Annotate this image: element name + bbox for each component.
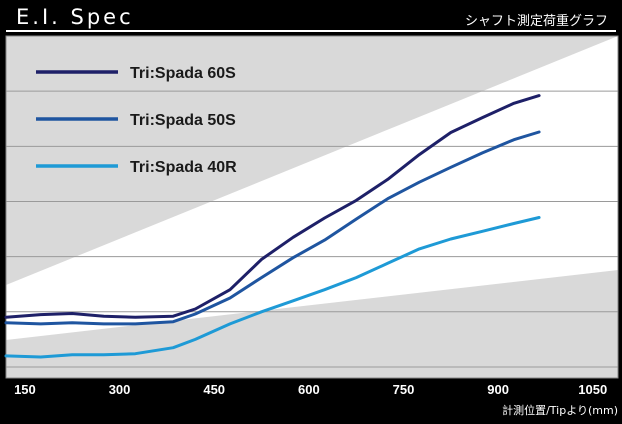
background-band-upper	[6, 36, 618, 285]
legend-label-3: Tri:Spada 40R	[130, 159, 237, 176]
x-tick-label: 600	[298, 382, 320, 397]
series-line-tri-spada-60s	[4, 94, 541, 319]
chart-subtitle: シャフト測定荷重グラフ	[464, 14, 608, 29]
x-tick-label: 1050	[578, 382, 607, 397]
legend-label-1: Tri:Spada 60S	[130, 65, 236, 82]
header-divider	[6, 30, 616, 32]
x-tick-label: 300	[109, 382, 131, 397]
chart-title: E.I. Spec	[16, 5, 134, 29]
plot-frame	[5, 35, 619, 379]
x-tick-label: 450	[203, 382, 225, 397]
x-tick-label: 750	[393, 382, 415, 397]
legend-label-2: Tri:Spada 50S	[130, 112, 236, 129]
x-axis-label: 計測位置/Tipより(mm)	[502, 404, 618, 417]
series-line-tri-spada-50s	[4, 130, 541, 326]
x-tick-label: 900	[487, 382, 509, 397]
chart-header: E.I. Spec シャフト測定荷重グラフ	[0, 0, 622, 34]
series-line-tri-spada-40r	[4, 216, 541, 359]
x-tick-label: 150	[14, 382, 36, 397]
